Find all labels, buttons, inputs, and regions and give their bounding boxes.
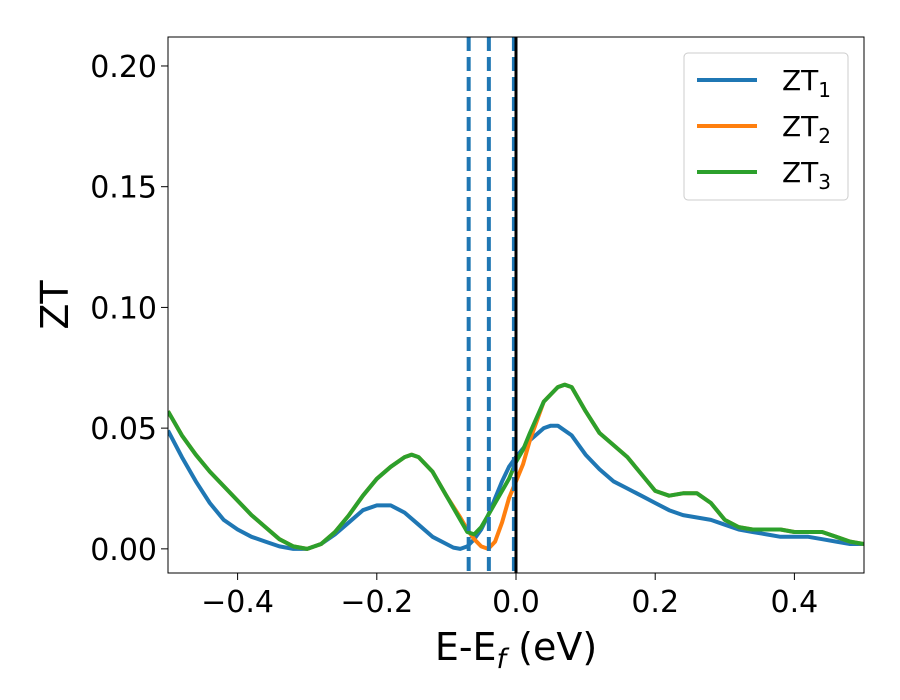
y-axis-label: ZT — [33, 280, 77, 330]
series-line-zt3 — [168, 382, 864, 551]
y-tick-label: 0.15 — [90, 171, 157, 206]
x-tick-label: −0.2 — [340, 585, 413, 620]
x-tick-label: 0.2 — [631, 585, 679, 620]
legend-label-zt1: ZT1 — [782, 64, 831, 102]
plot-series-group — [168, 382, 864, 551]
x-tick-label: −0.4 — [201, 585, 274, 620]
legend-entries: ZT1 ZT2 ZT3 — [697, 64, 831, 194]
x-tick-label: 0.0 — [492, 585, 540, 620]
y-tick-label: 0.20 — [90, 50, 157, 85]
legend-box — [683, 52, 849, 201]
x-axis-label: E-Ef (eV) — [435, 625, 597, 675]
legend-label-zt3: ZT3 — [782, 156, 831, 194]
x-tick-label: 0.4 — [771, 585, 819, 620]
y-axis-ticks: 0.00 0.05 0.10 0.15 0.20 — [90, 50, 168, 568]
x-axis-ticks: −0.4 −0.2 0.0 0.2 0.4 — [201, 573, 818, 620]
reference-lines — [466, 37, 518, 573]
y-tick-label: 0.00 — [90, 533, 157, 568]
legend: ZT1 ZT2 ZT3 — [683, 52, 849, 201]
legend-label-zt2: ZT2 — [782, 110, 831, 148]
y-tick-label: 0.05 — [90, 412, 157, 447]
y-tick-label: 0.10 — [90, 291, 157, 326]
